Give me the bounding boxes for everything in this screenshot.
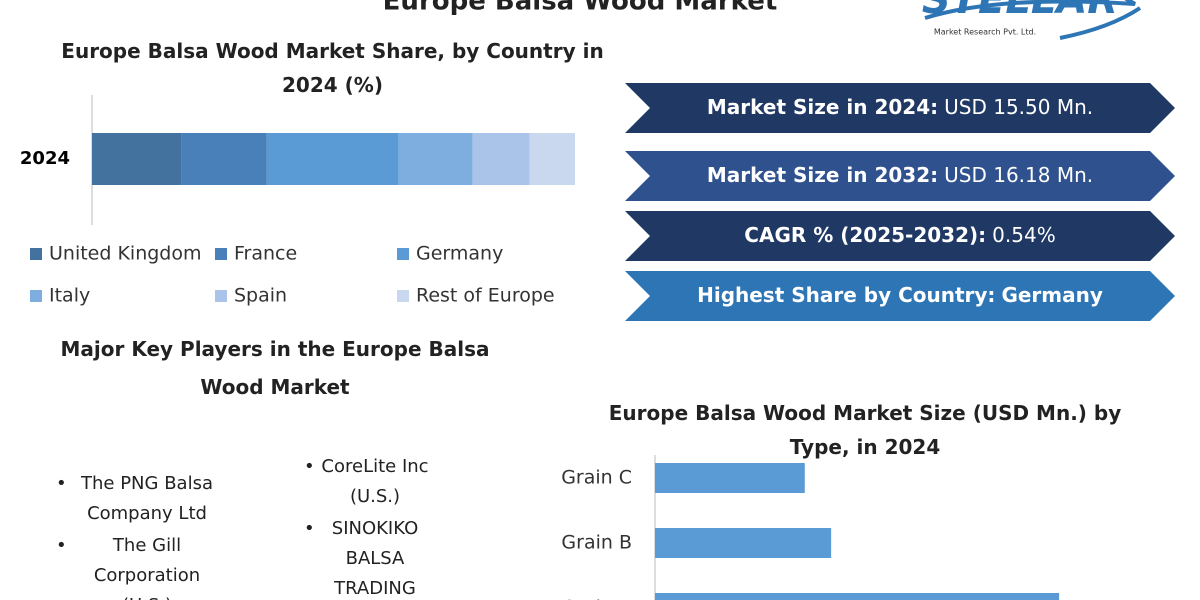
player: The Gill Corporation (U.S.) <box>56 531 222 600</box>
legend-label: France <box>234 243 297 265</box>
highlight-value: USD 16.18 Mn. <box>944 163 1093 187</box>
highlight-text: Market Size in 2024: USD 15.50 Mn. <box>707 95 1093 119</box>
players-list: CoreLite Inc (U.S.) SINOKIKO BALSA TRADI… <box>304 452 430 600</box>
legend-label: Germany <box>416 243 503 265</box>
highlight-box <box>625 151 1175 201</box>
chart-title: Europe Balsa Wood Market Size (USD Mn.) … <box>608 401 1122 459</box>
chart-title: Europe Balsa Wood Market Share, by Count… <box>61 39 604 97</box>
legend-swatch <box>215 290 227 302</box>
bar-segment <box>398 133 473 185</box>
highlight-label: Market Size in 2024: <box>707 95 938 119</box>
highlight-label: Highest Share by Country: <box>697 283 995 307</box>
legend-swatch <box>397 290 409 302</box>
bar <box>655 463 805 493</box>
logo-swoosh <box>924 0 1142 40</box>
legend-label: Spain <box>234 285 287 307</box>
highlight-value: 0.54% <box>992 223 1056 247</box>
highlights: Market Size in 2024: USD 15.50 Mn.Market … <box>625 83 1175 321</box>
highlight-text: CAGR % (2025-2032): 0.54% <box>744 223 1055 247</box>
highlight-value: Germany <box>1001 283 1102 307</box>
logo-subtitle: Market Research Pvt. Ltd. <box>934 28 1036 37</box>
bar-segment <box>181 133 267 185</box>
highlight-text: Market Size in 2032: USD 16.18 Mn. <box>707 163 1093 187</box>
player: CoreLite Inc (U.S.) <box>304 452 430 512</box>
legend-swatch <box>215 248 227 260</box>
highlight-label: Market Size in 2032: <box>707 163 938 187</box>
players-list: The PNG Balsa Company Ltd The Gill Corpo… <box>56 469 222 600</box>
highlight-text: Highest Share by Country: Germany <box>697 283 1103 307</box>
bar <box>655 593 1060 600</box>
y-tick-label: 2024 <box>20 148 70 169</box>
player: SINOKIKO BALSA TRADING <box>304 514 430 600</box>
charts: 2024 United Kingdom France Germany Italy Spai… <box>20 95 1060 600</box>
y-tick-label: Grain B <box>561 532 632 554</box>
bar-segment <box>472 133 530 185</box>
highlight-box <box>625 83 1175 133</box>
page-title: Europe Balsa Wood Market <box>383 0 778 17</box>
legend-label: United Kingdom <box>49 243 202 265</box>
legend-label: Italy <box>49 285 90 307</box>
bar-segment <box>92 133 182 185</box>
logo: STELLAR <box>922 0 1118 23</box>
legend-swatch <box>30 290 42 302</box>
bar-segment <box>529 133 575 185</box>
highlight-box <box>625 211 1175 261</box>
highlight-value: USD 15.50 Mn. <box>944 95 1093 119</box>
highlight-box <box>625 271 1175 321</box>
bar <box>655 528 832 558</box>
legend-swatch <box>30 248 42 260</box>
y-tick-label: Grain C <box>561 467 632 489</box>
legend-label: Rest of Europe <box>416 285 555 307</box>
highlight-label: CAGR % (2025-2032): <box>744 223 986 247</box>
players-title: Major Key Players in the Europe Balsa Wo… <box>60 337 490 399</box>
player: The PNG Balsa Company Ltd <box>56 469 222 529</box>
bar-segment <box>266 133 399 185</box>
legend-swatch <box>397 248 409 260</box>
y-tick-label: Grain A <box>561 597 632 600</box>
